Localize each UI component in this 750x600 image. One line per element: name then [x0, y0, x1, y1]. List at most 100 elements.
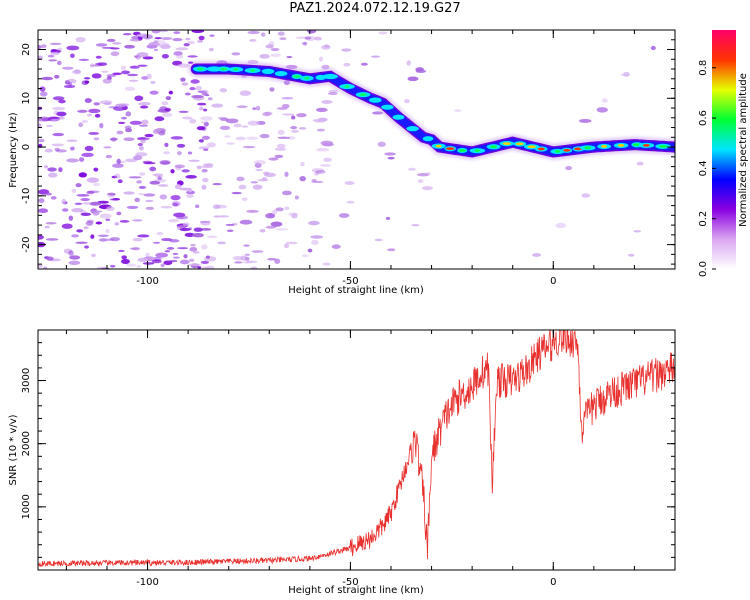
- colorbar-tick-label: 0.2: [698, 211, 709, 227]
- ridge-peak: [445, 147, 455, 151]
- noise-speckle: [185, 37, 191, 41]
- noise-speckle: [84, 145, 94, 152]
- noise-speckle: [197, 102, 207, 106]
- noise-speckle: [138, 192, 145, 196]
- noise-speckle: [188, 188, 193, 193]
- noise-speckle: [338, 213, 350, 218]
- noise-speckle: [117, 179, 123, 184]
- noise-speckle: [145, 206, 155, 210]
- noise-speckle: [286, 55, 293, 59]
- y-tick-label: 3000: [21, 368, 32, 393]
- noise-speckle: [87, 190, 100, 194]
- noise-speckle: [83, 226, 89, 230]
- ridge-peak: [584, 146, 592, 150]
- noise-speckle: [137, 142, 143, 147]
- noise-speckle: [126, 73, 139, 77]
- ridge-peak: [196, 67, 204, 71]
- noise-speckle: [140, 139, 146, 144]
- noise-speckle: [76, 194, 90, 197]
- ridge-peak: [458, 149, 466, 152]
- noise-speckle: [139, 145, 144, 151]
- noise-speckle: [270, 53, 281, 57]
- noise-speckle: [163, 151, 171, 155]
- noise-speckle: [166, 247, 175, 250]
- noise-speckle: [110, 47, 120, 50]
- noise-speckle: [211, 103, 224, 108]
- noise-speckle: [178, 110, 189, 113]
- noise-speckle: [137, 137, 150, 141]
- noise-speckle: [187, 40, 196, 45]
- noise-speckle: [158, 30, 169, 33]
- snr-panel: -100 -50 0 1000 2000 3000 Height of straight …: [8, 329, 676, 596]
- noise-speckle: [270, 47, 280, 52]
- noise-speckle: [628, 253, 635, 257]
- noise-speckle: [236, 105, 248, 109]
- noise-speckle: [201, 244, 208, 250]
- noise-speckle: [406, 60, 411, 66]
- noise-speckle: [121, 255, 127, 260]
- x-tick-label: -50: [342, 577, 358, 588]
- noise-speckle: [291, 213, 298, 219]
- noise-speckle: [274, 154, 284, 159]
- noise-speckle: [168, 90, 174, 95]
- noise-speckle: [71, 207, 84, 213]
- noise-speckle: [265, 44, 274, 49]
- noise-speckle: [212, 183, 223, 186]
- x-tick-label: 0: [550, 577, 556, 588]
- noise-speckle: [218, 215, 230, 218]
- noise-speckle: [91, 73, 102, 79]
- noise-speckle: [160, 263, 165, 268]
- noise-speckle: [201, 135, 211, 140]
- noise-speckle: [277, 31, 285, 36]
- noise-speckle: [38, 139, 45, 143]
- noise-speckle: [236, 176, 245, 182]
- noise-speckle: [144, 133, 154, 138]
- spectrogram-ticks: -100 -50 0 20 10 0 -10 -20: [21, 29, 676, 287]
- noise-speckle: [174, 164, 186, 169]
- noise-speckle: [92, 182, 101, 187]
- ridge-peak: [344, 85, 351, 88]
- noise-speckle: [123, 137, 135, 142]
- noise-speckle: [141, 119, 149, 125]
- noise-speckle: [331, 244, 341, 249]
- noise-speckle: [134, 95, 144, 101]
- noise-speckle: [201, 184, 207, 190]
- noise-speckle: [285, 241, 298, 245]
- noise-speckle: [62, 208, 69, 212]
- noise-speckle: [151, 257, 163, 260]
- snr-frame: [37, 329, 676, 571]
- noise-speckle: [169, 239, 180, 243]
- noise-speckle: [38, 234, 44, 240]
- noise-speckle: [84, 80, 90, 84]
- noise-speckle: [164, 250, 171, 253]
- noise-speckle: [101, 70, 109, 73]
- noise-speckle: [112, 163, 124, 168]
- noise-speckle: [321, 100, 333, 104]
- noise-speckle: [259, 53, 270, 59]
- noise-speckle: [341, 48, 352, 52]
- noise-speckle: [579, 118, 592, 123]
- noise-speckle: [254, 162, 262, 168]
- noise-speckle: [45, 238, 59, 241]
- ridge-peak: [249, 69, 256, 72]
- noise-speckle: [633, 230, 641, 233]
- noise-speckle: [212, 204, 221, 210]
- noise-speckle: [69, 255, 81, 260]
- noise-speckle: [159, 194, 168, 200]
- noise-speckle: [249, 38, 257, 42]
- noise-speckle: [62, 66, 74, 70]
- noise-speckle: [47, 167, 57, 172]
- noise-speckle: [44, 165, 49, 169]
- noise-speckle: [231, 191, 242, 195]
- noise-speckle: [105, 218, 111, 221]
- noise-speckle: [164, 142, 169, 148]
- noise-speckle: [136, 34, 145, 37]
- noise-speckle: [177, 63, 190, 68]
- noise-speckle: [151, 30, 161, 34]
- noise-speckle: [259, 229, 266, 233]
- noise-speckle: [176, 143, 186, 148]
- noise-speckle: [137, 257, 149, 263]
- noise-speckle: [247, 120, 260, 126]
- noise-speckle: [308, 220, 320, 226]
- noise-speckle: [125, 158, 138, 163]
